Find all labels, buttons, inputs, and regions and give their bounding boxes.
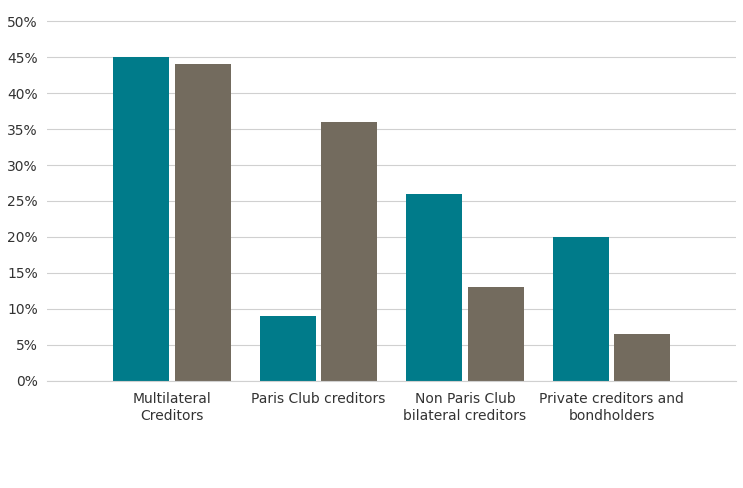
Bar [468,287,524,381]
Bar [260,316,316,381]
Bar [406,194,462,381]
Bar [114,57,169,381]
Bar [614,334,670,381]
Bar [553,237,609,381]
Bar [322,122,377,381]
Bar [175,64,230,381]
